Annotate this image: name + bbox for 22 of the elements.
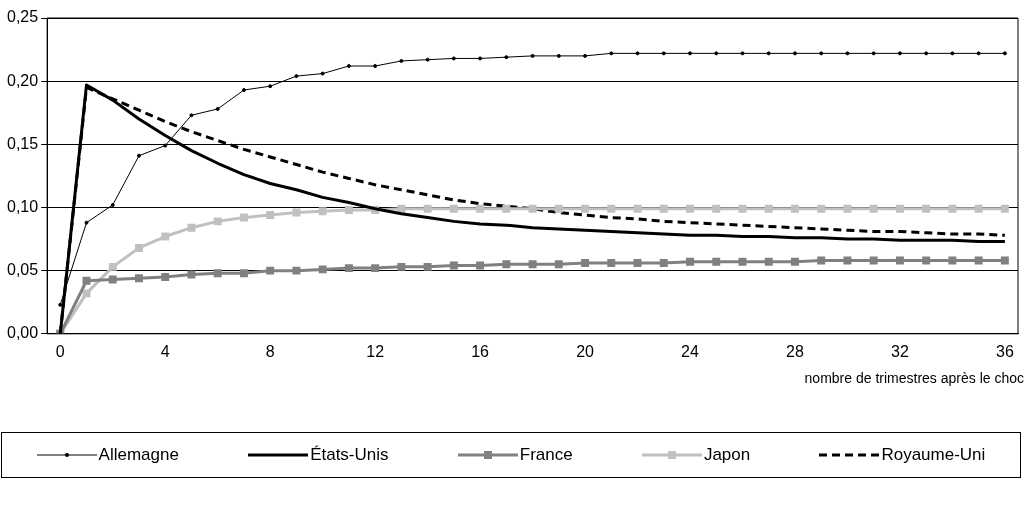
legend-label: Royaume-Uni xyxy=(881,445,986,465)
x-tick-label: 16 xyxy=(471,342,490,360)
x-tick-label: 32 xyxy=(891,342,909,360)
y-tick-label: 0,00 xyxy=(7,324,39,342)
x-tick-label: 4 xyxy=(160,342,170,360)
x-tick-label: 12 xyxy=(366,342,385,360)
legend-label: France xyxy=(519,445,573,465)
x-tick-label: 0 xyxy=(55,342,65,360)
y-tick-label: 0,20 xyxy=(7,71,39,89)
y-tick-label: 0,05 xyxy=(7,261,39,279)
y-tick-label: 0,25 xyxy=(7,8,39,26)
x-tick-label: 28 xyxy=(786,342,804,360)
legend-label: États-Unis xyxy=(310,445,389,465)
y-tick-label: 0,15 xyxy=(7,134,39,152)
x-tick-label: 24 xyxy=(681,342,700,360)
x-tick-label: 36 xyxy=(995,342,1014,360)
x-axis-title: nombre de trimestres après le choc xyxy=(804,370,1024,386)
legend-label: Allemagne xyxy=(98,445,179,465)
y-tick-label: 0,10 xyxy=(7,197,39,215)
legend-label: Japon xyxy=(703,445,751,465)
x-tick-label: 8 xyxy=(265,342,275,360)
x-tick-label: 20 xyxy=(576,342,595,360)
